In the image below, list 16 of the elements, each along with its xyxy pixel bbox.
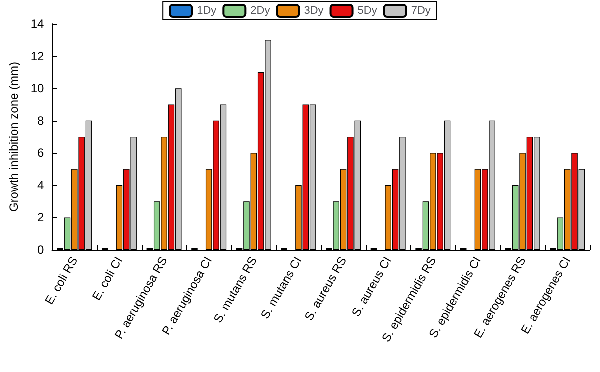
x-tick-label: E. coli CI xyxy=(89,254,126,304)
y-tick-label: 14 xyxy=(30,17,45,31)
x-tick-label: E. coli RS xyxy=(42,254,81,308)
legend-label: 2Dy xyxy=(250,5,271,17)
y-tick-label: 0 xyxy=(38,243,45,257)
legend-label: 3Dy xyxy=(304,5,324,17)
legend-label: 1Dy xyxy=(197,5,218,17)
legend-label: 5Dy xyxy=(358,5,378,17)
legend-label: 7Dy xyxy=(411,5,432,17)
y-tick-label: 8 xyxy=(38,114,45,128)
y-tick-label: 10 xyxy=(30,82,45,96)
y-tick-label: 2 xyxy=(38,210,45,225)
y-tick-label: 12 xyxy=(30,49,45,64)
y-axis-title: Growth inhibition zone (mm) xyxy=(7,62,21,212)
y-tick-label: 4 xyxy=(38,178,45,192)
y-tick-label: 6 xyxy=(38,146,45,160)
